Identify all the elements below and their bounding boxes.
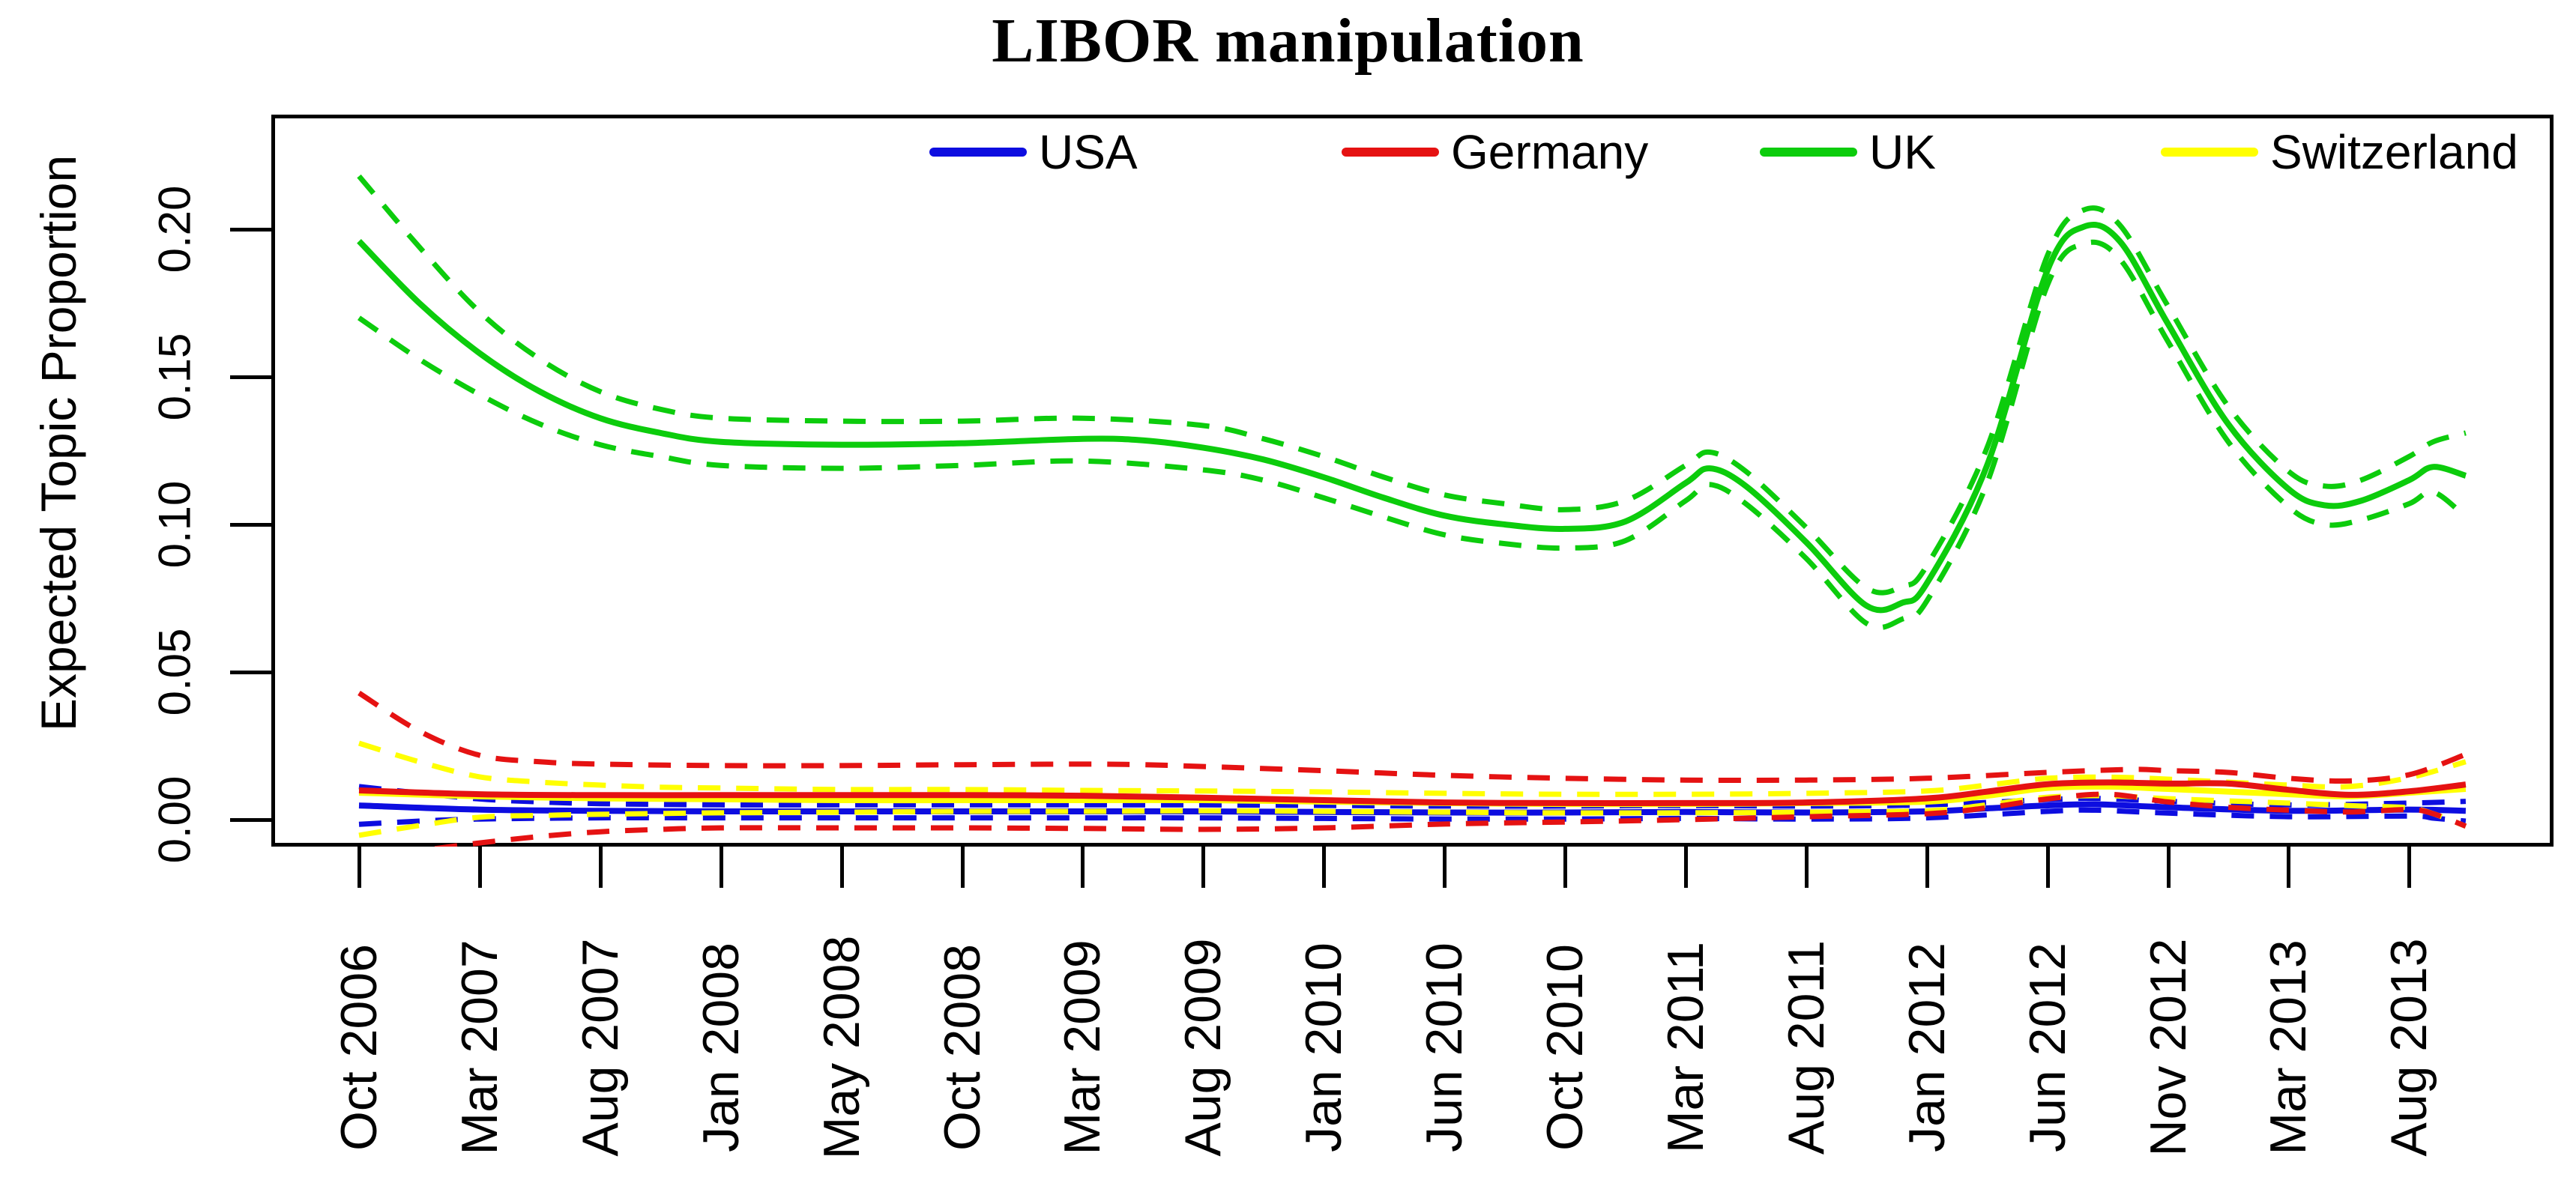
y-tick-mark bbox=[230, 671, 271, 674]
x-tick-mark bbox=[2407, 847, 2412, 888]
x-tick-label: Jun 2012 bbox=[2018, 942, 2076, 1152]
x-tick-mark bbox=[1443, 847, 1447, 888]
x-tick-mark bbox=[2166, 847, 2171, 888]
legend-label: Germany bbox=[1451, 125, 1649, 179]
x-tick-mark bbox=[1925, 847, 1929, 888]
x-tick-mark bbox=[960, 847, 965, 888]
x-tick-mark bbox=[358, 847, 361, 888]
x-tick-label: Aug 2013 bbox=[2380, 938, 2438, 1157]
y-tick-label: 0.20 bbox=[149, 185, 200, 273]
uk-line-swatch bbox=[1760, 148, 1857, 157]
x-tick-label: Mar 2007 bbox=[450, 940, 508, 1155]
plot-frame bbox=[271, 115, 2554, 847]
y-tick-label: 0.00 bbox=[149, 775, 200, 864]
y-tick-mark bbox=[230, 375, 271, 379]
germany-ci-upper-line bbox=[358, 691, 2467, 784]
x-tick-label: Oct 2008 bbox=[933, 944, 991, 1151]
x-tick-mark bbox=[598, 847, 603, 888]
legend-item-usa: USA bbox=[929, 124, 1138, 181]
y-tick-mark bbox=[230, 818, 271, 822]
x-tick-label: Jun 2010 bbox=[1416, 942, 1473, 1152]
x-tick-label: May 2008 bbox=[812, 935, 870, 1160]
x-tick-mark bbox=[719, 847, 723, 888]
x-tick-label: Oct 2010 bbox=[1536, 944, 1593, 1151]
y-tick-label: 0.05 bbox=[149, 628, 200, 716]
x-tick-mark bbox=[1322, 847, 1327, 888]
plot-canvas bbox=[357, 174, 2468, 847]
chart-title: LIBOR manipulation bbox=[992, 6, 1584, 76]
x-tick-mark bbox=[1804, 847, 1809, 888]
x-tick-mark bbox=[1201, 847, 1206, 888]
x-tick-mark bbox=[1563, 847, 1567, 888]
usa-ci-lower-line bbox=[358, 807, 2467, 827]
y-tick-label: 0.10 bbox=[149, 480, 200, 569]
y-tick-label: 0.15 bbox=[149, 333, 200, 421]
germany-mean-line bbox=[358, 779, 2467, 807]
x-tick-label: Jan 2008 bbox=[692, 942, 749, 1152]
x-tick-label: Mar 2009 bbox=[1054, 940, 1111, 1155]
chart-legend: USA Germany UK Switzerland bbox=[0, 124, 2576, 181]
legend-label: Switzerland bbox=[2270, 125, 2518, 179]
uk-mean-line bbox=[357, 221, 2467, 614]
legend-item-uk: UK bbox=[1760, 124, 1936, 181]
x-tick-mark bbox=[477, 847, 482, 888]
germany-line-swatch bbox=[1342, 148, 1439, 157]
x-tick-mark bbox=[1683, 847, 1688, 888]
x-tick-label: Oct 2006 bbox=[331, 944, 387, 1151]
y-axis-title: Expected Topic Proportion bbox=[31, 154, 86, 731]
x-tick-label: Aug 2009 bbox=[1174, 938, 1232, 1157]
switzerland-ci-lower-line bbox=[358, 793, 2467, 838]
x-tick-label: Nov 2012 bbox=[2139, 938, 2197, 1157]
x-tick-mark bbox=[1081, 847, 1085, 888]
switzerland-line-swatch bbox=[2161, 148, 2258, 157]
x-tick-label: Aug 2011 bbox=[1777, 940, 1835, 1155]
x-tick-label: Mar 2013 bbox=[2260, 940, 2317, 1155]
switzerland-ci-upper-line bbox=[358, 740, 2467, 797]
legend-item-germany: Germany bbox=[1342, 124, 1648, 181]
uk-ci-upper-line bbox=[357, 174, 2467, 596]
usa-ci-upper-line bbox=[358, 784, 2467, 809]
x-tick-label: Jan 2012 bbox=[1898, 942, 1955, 1152]
x-tick-mark bbox=[2287, 847, 2291, 888]
x-tick-label: Jan 2010 bbox=[1295, 942, 1353, 1152]
legend-item-switzerland: Switzerland bbox=[2161, 124, 2518, 181]
y-tick-mark bbox=[230, 523, 271, 527]
x-tick-label: Mar 2011 bbox=[1656, 941, 1714, 1154]
uk-ci-lower-line bbox=[358, 239, 2468, 630]
x-tick-label: Aug 2007 bbox=[571, 938, 629, 1157]
x-tick-mark bbox=[2045, 847, 2050, 888]
y-tick-mark bbox=[230, 228, 271, 232]
x-tick-mark bbox=[839, 847, 844, 888]
legend-label: UK bbox=[1869, 125, 1936, 179]
legend-label: USA bbox=[1039, 125, 1138, 179]
usa-line-swatch bbox=[929, 148, 1027, 157]
